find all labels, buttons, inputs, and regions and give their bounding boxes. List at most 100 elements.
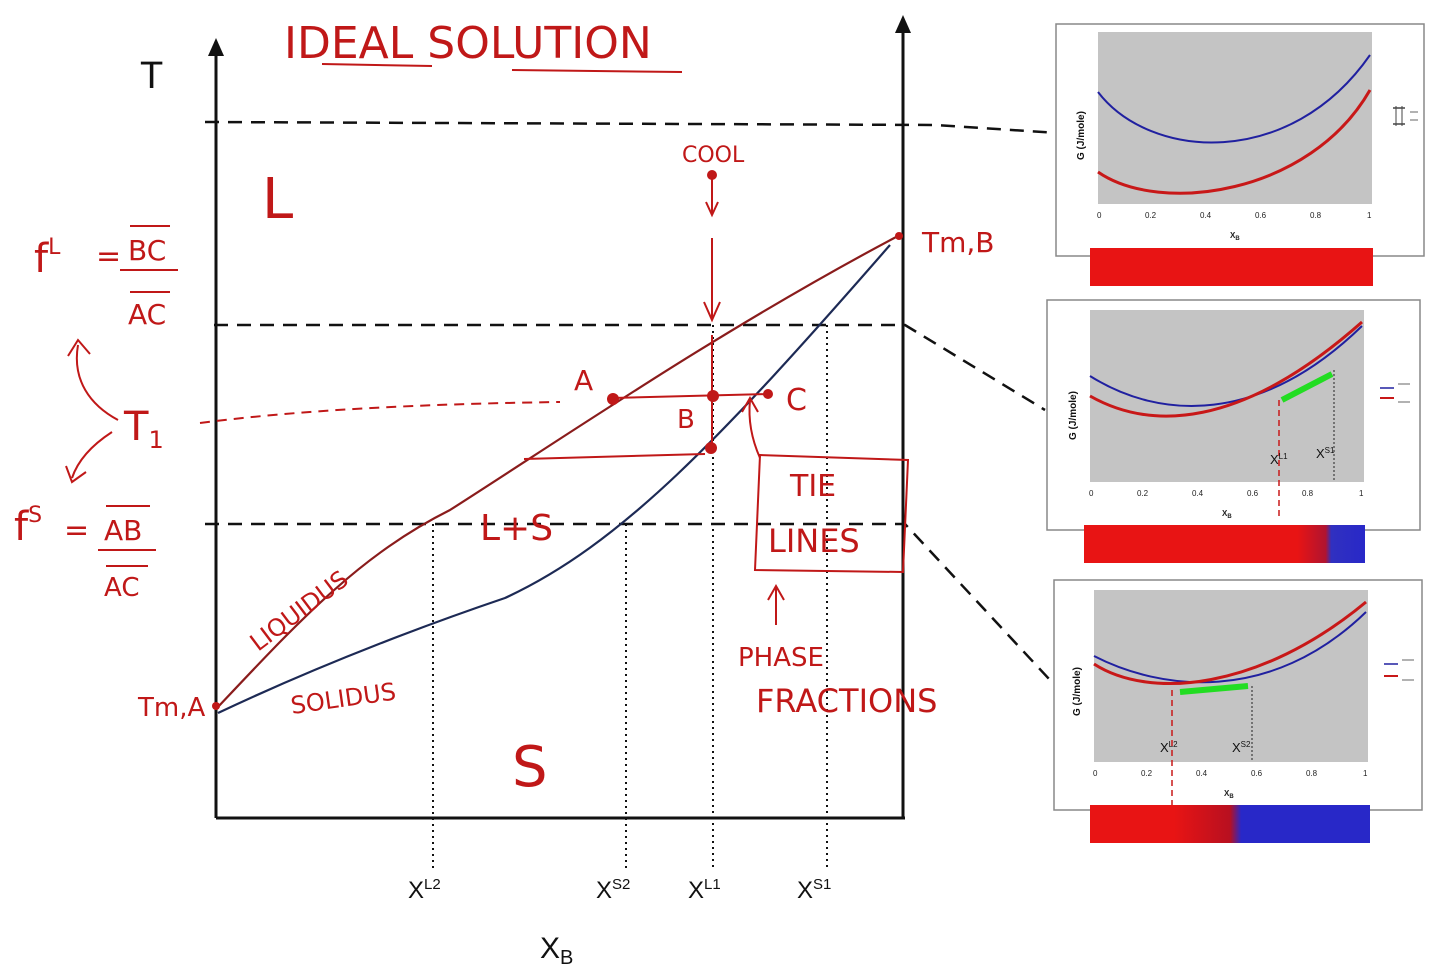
solidus-label: SOLIDUS — [289, 677, 398, 719]
composition-label-xl1: XL1 — [688, 876, 721, 904]
tm-b-marker — [895, 232, 903, 240]
phase-fractions-arrow — [767, 583, 785, 625]
x-axis-label-sub: B — [560, 947, 573, 969]
inset-2-ylabel: G (J/mole) — [1068, 391, 1079, 440]
inset-1-plot-area — [1098, 32, 1372, 204]
inset-1-tick-0: 0 — [1097, 211, 1102, 220]
temperature-t1-label: T1 — [123, 404, 164, 454]
inset-1-solid-curve — [1097, 89, 1372, 195]
inset-2-tick-3: 0.6 — [1247, 489, 1259, 498]
tie-line-lower — [523, 453, 706, 460]
point-b-label: B — [677, 405, 695, 435]
composition-label-xs2: XS2 — [596, 876, 630, 904]
inset-2-tick-1: 0.2 — [1137, 489, 1149, 498]
inset-3-tick-3: 0.6 — [1251, 769, 1263, 778]
inset-2-plot-area — [1090, 310, 1364, 482]
inset-3-tick-5: 1 — [1363, 769, 1368, 778]
x-axis-label: XB — [540, 932, 573, 969]
tie-line-end-marker — [705, 442, 717, 454]
inset-2-liquid-curve — [1089, 325, 1363, 407]
inset-3-tick-0: 0 — [1093, 769, 1098, 778]
y-axis-left-arrow — [208, 38, 224, 56]
phase-fractions-label-1: PHASE — [738, 643, 824, 673]
point-b-marker — [707, 390, 719, 402]
inset-2-label-xs1: XS1 — [1316, 446, 1335, 461]
inset-3-ylabel: G (J/mole) — [1072, 667, 1083, 716]
title-underline-1 — [321, 63, 433, 67]
inset-2-xlabel: XB — [1222, 509, 1232, 520]
inset-1-tick-4: 0.8 — [1310, 211, 1322, 220]
temperature-line-high — [204, 120, 1059, 135]
cool-label: COOL — [682, 143, 745, 168]
composition-label-xl2: XL2 — [408, 876, 441, 904]
inset-3-phase-bar — [1090, 805, 1370, 843]
inset-high-temperature: G (J/mole) 0 0.2 0.4 0.6 0.8 1 XB — [1055, 23, 1425, 286]
title-underline-2 — [511, 69, 683, 73]
inset-1-tick-1: 0.2 — [1145, 211, 1157, 220]
inset-3-label-xl2: XL2 — [1160, 740, 1178, 755]
inset-2-label-xl1: XL1 — [1270, 452, 1288, 467]
inset-3-tick-2: 0.4 — [1196, 769, 1208, 778]
fl-denominator: AC — [128, 298, 166, 331]
y-axis-label: T — [140, 55, 163, 97]
inset-1-xlabel: XB — [1230, 231, 1240, 242]
inset-1-phase-bar — [1090, 248, 1373, 286]
fs-lhs: fS — [14, 503, 42, 550]
inset-1-tick-3: 0.6 — [1255, 211, 1267, 220]
inset-2-common-tangent — [1280, 371, 1334, 403]
inset-3-tick-1: 0.2 — [1141, 769, 1153, 778]
lever-rule-liquid: fL = BC AC — [34, 225, 178, 331]
inset-2-legend-icon — [1380, 383, 1410, 403]
start-point — [707, 170, 717, 180]
fs-denominator: AC — [104, 573, 139, 603]
cooling-path — [703, 178, 721, 448]
inset-low-temperature: G (J/mole) XL2 XS2 0 0.2 0.4 0.6 0.8 1 X… — [1053, 579, 1423, 843]
t1-guide-line — [199, 401, 561, 424]
t1-arrow-up — [67, 338, 119, 421]
point-c-label: C — [786, 383, 807, 418]
melting-point-a: Tm,A — [137, 693, 205, 723]
tm-a-marker — [212, 702, 220, 710]
tie-line-upper — [611, 393, 771, 399]
liquidus-label: LIQUIDUS — [245, 565, 354, 657]
melting-point-b: Tm,B — [921, 226, 995, 259]
point-c-marker — [763, 389, 773, 399]
fs-numerator: AB — [104, 514, 142, 547]
inset-t1-temperature: G (J/mole) XL1 XS1 0 0.2 0.4 0.6 0.8 1 X… — [1046, 299, 1421, 563]
region-solid: S — [512, 735, 548, 800]
inset-2-phase-bar — [1084, 525, 1365, 563]
inset-3-solid-curve — [1093, 600, 1367, 685]
tie-lines-label-1: TIE — [789, 469, 836, 504]
inset-1-legend-icon — [1393, 106, 1418, 126]
lever-rule-solid: fS = AB AC — [14, 503, 156, 603]
inset-2-tick-2: 0.4 — [1192, 489, 1204, 498]
temperature-line-mid — [214, 323, 1046, 412]
composition-label-xs1: XS1 — [797, 876, 831, 904]
phase-fractions-label-2: FRACTIONS — [756, 682, 937, 720]
inset-2-tick-4: 0.8 — [1302, 489, 1314, 498]
t1-arrow-down — [65, 431, 113, 484]
y-axis-right-arrow — [895, 15, 911, 33]
fl-numerator: BC — [128, 234, 166, 267]
inset-1-ylabel: G (J/mole) — [1076, 111, 1087, 160]
inset-2-tick-0: 0 — [1089, 489, 1094, 498]
inset-3-label-xs2: XS2 — [1232, 740, 1251, 755]
inset-1-tick-2: 0.4 — [1200, 211, 1212, 220]
fs-equals: = — [64, 513, 89, 548]
inset-2-tick-5: 1 — [1359, 489, 1364, 498]
region-liquid: L — [262, 167, 293, 232]
tie-lines-label-2: LINES — [768, 522, 860, 560]
inset-3-liquid-curve — [1093, 611, 1367, 684]
solidus-curve — [217, 244, 891, 714]
point-a-marker — [607, 393, 619, 405]
inset-3-tick-4: 0.8 — [1306, 769, 1318, 778]
inset-3-common-tangent — [1179, 683, 1249, 695]
region-two-phase: L+S — [480, 508, 553, 549]
diagram-title: IDEAL SOLUTION — [284, 18, 652, 69]
fl-equals: = — [96, 239, 121, 274]
main-phase-diagram: IDEAL SOLUTION T XB XL2 XS2 XL1 XS1 L L+… — [14, 15, 1059, 969]
inset-1-tick-5: 1 — [1367, 211, 1372, 220]
point-a-label: A — [574, 364, 593, 397]
inset-3-xlabel: XB — [1224, 789, 1234, 800]
